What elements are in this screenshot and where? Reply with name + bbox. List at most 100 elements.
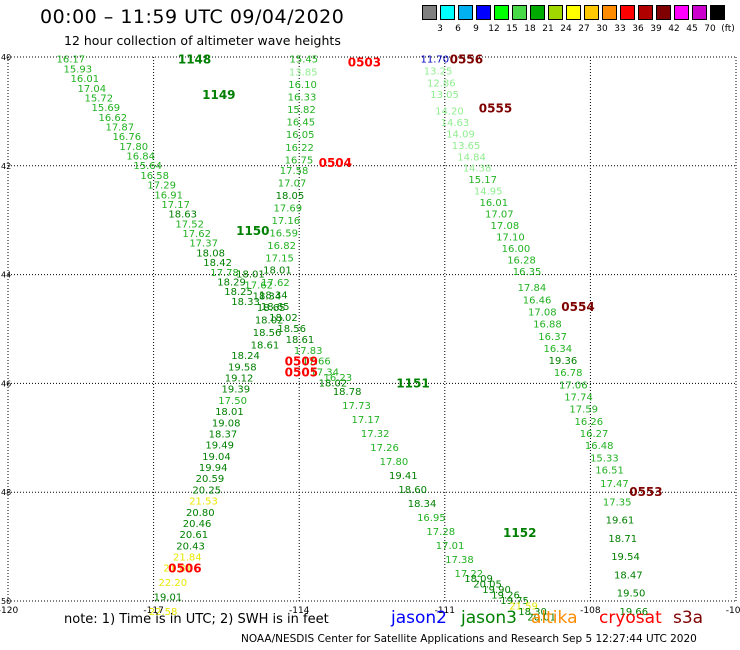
scale-swatch xyxy=(692,5,707,20)
swh-value: 17.52 xyxy=(175,219,204,230)
pass-id-label: 1149 xyxy=(202,88,235,102)
swh-value: 17.08 xyxy=(528,307,557,318)
swh-value: 17.17 xyxy=(352,415,381,426)
swh-value: 17.83 xyxy=(294,346,323,357)
swh-value: 17.01 xyxy=(436,541,465,552)
swh-value: 22.58 xyxy=(149,607,178,618)
swh-value: 16.22 xyxy=(285,143,314,154)
swh-value: 17.74 xyxy=(564,393,593,404)
lat-tick-label: 46 xyxy=(1,379,11,388)
scale-label: (ft) xyxy=(721,24,735,34)
legend-altika: altika xyxy=(531,608,578,628)
swh-value: 17.10 xyxy=(496,232,525,243)
pass-id-label: 0556 xyxy=(450,53,483,67)
swh-value: 17.84 xyxy=(518,283,547,294)
swh-value: 18.05 xyxy=(276,191,305,202)
swh-value: 16.01 xyxy=(479,198,508,209)
swh-value: 19.58 xyxy=(228,362,257,373)
scale-label: 9 xyxy=(473,24,479,34)
scale-label: 30 xyxy=(596,24,608,34)
scale-swatch xyxy=(548,5,563,20)
swh-value: 14.84 xyxy=(457,152,486,163)
scale-label: 42 xyxy=(668,24,680,34)
swh-value: 19.12 xyxy=(225,374,254,385)
swh-value: 18.25 xyxy=(224,287,253,298)
scale-swatch xyxy=(494,5,509,20)
scale-label: 12 xyxy=(488,24,500,34)
swh-value: 17.34 xyxy=(310,368,339,379)
swh-value: 18.42 xyxy=(203,258,232,269)
swh-value: 19.50 xyxy=(617,589,646,600)
pass-id-label: 0509 xyxy=(285,355,318,369)
swh-value: 19.61 xyxy=(606,516,635,527)
scale-swatch xyxy=(620,5,635,20)
swh-value: 18.34 xyxy=(259,291,288,302)
swh-value: 16.95 xyxy=(417,513,446,524)
scale-label: 3 xyxy=(437,24,443,34)
swh-value: 18.61 xyxy=(251,340,280,351)
swh-value: 18.60 xyxy=(398,485,427,496)
swh-value: 18.47 xyxy=(614,570,643,581)
lat-tick-label: 48 xyxy=(1,488,11,497)
lat-tick-label: 40 xyxy=(1,53,11,62)
swh-value: 20.25 xyxy=(192,485,221,496)
swh-value: 17.62 xyxy=(182,229,211,240)
swh-value: 16.34 xyxy=(543,344,572,355)
swh-value: 17.58 xyxy=(280,166,309,177)
swh-value: 18.56 xyxy=(253,328,282,339)
swh-value: 16.45 xyxy=(286,118,315,129)
swh-value: 17.66 xyxy=(302,357,331,368)
legend-jason2: jason2 xyxy=(391,608,447,628)
scale-label: 24 xyxy=(560,24,572,34)
swh-value: 19.01 xyxy=(154,592,183,603)
swh-value: 18.63 xyxy=(168,210,197,221)
pass-id-label: 0503 xyxy=(348,55,381,69)
swh-value: 18.34 xyxy=(408,499,437,510)
lat-tick-label: 42 xyxy=(1,162,11,171)
swh-value: 17.62 xyxy=(244,280,273,291)
pass-id-label: 0555 xyxy=(479,102,512,116)
scale-swatch xyxy=(710,5,725,20)
swh-value: 13.65 xyxy=(452,141,481,152)
swh-value: 17.15 xyxy=(265,253,294,264)
swh-value: 15.69 xyxy=(91,103,120,114)
map-subtitle: 12 hour collection of altimeter wave hei… xyxy=(64,33,341,48)
swh-value: 16.33 xyxy=(288,92,317,103)
swh-value: 18.24 xyxy=(231,351,260,362)
swh-value: 17.07 xyxy=(278,179,307,190)
swh-value: 16.17 xyxy=(57,55,86,66)
scale-swatch xyxy=(440,5,455,20)
wave-height-observations: 16.1715.9316.0117.0415.7215.6916.6217.87… xyxy=(57,55,649,624)
swh-value: 20.61 xyxy=(179,530,208,541)
swh-value: 21.59 xyxy=(509,601,538,612)
swh-value: 16.37 xyxy=(538,332,567,343)
swh-value: 18.78 xyxy=(333,387,362,398)
swh-value: 19.66 xyxy=(620,607,649,618)
swh-value: 20.05 xyxy=(473,580,502,591)
swh-value: 18.01 xyxy=(215,407,244,418)
swh-value: 18.34 xyxy=(253,291,282,302)
swh-value: 16.58 xyxy=(140,171,169,182)
swh-value: 17.32 xyxy=(361,429,390,440)
altimeter-map: 40 42 44 46 48 50-120 -117 -114 -111 -108 -105 16.… xyxy=(0,53,740,624)
axis-tick-labels: 40 42 44 46 48 50-120 -117 -114 -111 -108 -105 xyxy=(0,53,740,616)
map-title: 00:00 – 11:59 UTC 09/04/2020 xyxy=(40,6,345,28)
scale-swatch xyxy=(602,5,617,20)
footer-note: note: 1) Time is in UTC; 2) SWH is in fe… xyxy=(64,612,329,627)
scale-label: 6 xyxy=(455,24,461,34)
pass-id-label: 0506 xyxy=(168,561,201,575)
swh-value: 15.33 xyxy=(590,453,619,464)
swh-value: 18.30 xyxy=(518,607,547,618)
scale-label: 15 xyxy=(506,24,518,34)
swh-value: 18.65 xyxy=(261,302,290,313)
scale-label: 36 xyxy=(632,24,644,34)
swh-value: 16.48 xyxy=(585,441,614,452)
swh-value: 19.41 xyxy=(389,471,418,482)
scale-swatch xyxy=(530,5,545,20)
swh-value: 16.26 xyxy=(575,417,604,428)
pass-id-label: 1152 xyxy=(503,526,536,540)
swh-value: 19.90 xyxy=(482,585,511,596)
swh-value: 14.20 xyxy=(435,106,464,117)
lon-tick-label: -111 xyxy=(435,606,455,616)
swh-value: 19.54 xyxy=(611,552,640,563)
